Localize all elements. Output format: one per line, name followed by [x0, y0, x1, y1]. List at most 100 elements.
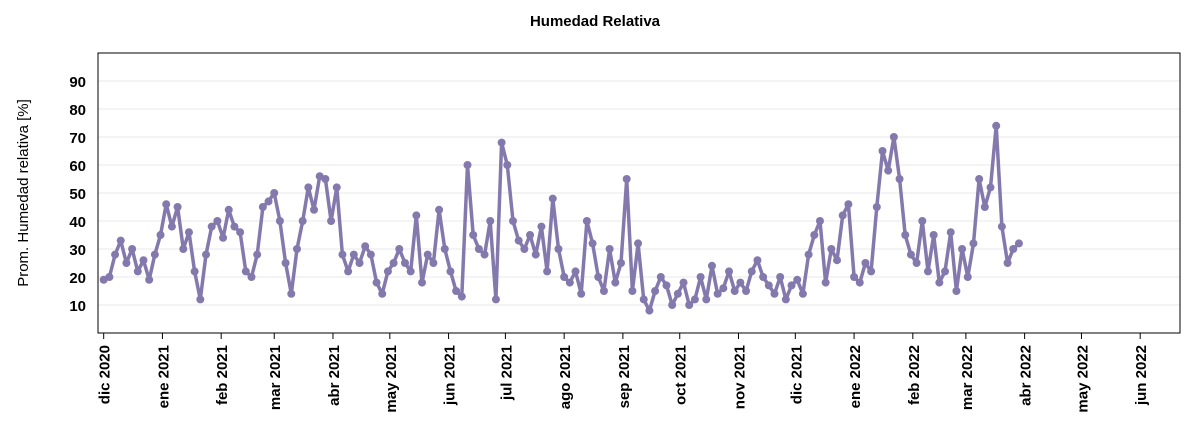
data-point — [912, 259, 921, 267]
data-point — [776, 273, 785, 281]
data-point — [332, 183, 341, 192]
x-tick-label: feb 2021 — [214, 345, 231, 405]
data-point — [190, 267, 199, 276]
data-point — [736, 278, 745, 287]
data-point — [514, 236, 523, 245]
data-point — [946, 228, 955, 237]
data-point — [355, 259, 364, 267]
data-point — [270, 189, 279, 197]
data-point — [747, 267, 756, 276]
data-point — [486, 217, 495, 225]
data-point — [855, 278, 864, 287]
data-point — [173, 203, 182, 211]
data-point — [281, 259, 290, 267]
data-point — [969, 239, 978, 248]
data-point — [344, 267, 353, 276]
data-point — [997, 222, 1006, 231]
data-point — [645, 306, 654, 315]
data-point — [850, 273, 859, 281]
data-point — [383, 267, 392, 276]
x-tick-label: jul 2021 — [498, 345, 515, 401]
x-tick-label: sep 2021 — [616, 345, 633, 408]
data-point — [992, 121, 1001, 130]
data-point — [241, 267, 250, 276]
data-point — [986, 183, 995, 192]
data-point — [844, 200, 853, 209]
data-point — [690, 295, 699, 304]
data-point — [571, 267, 580, 276]
data-point — [520, 245, 529, 253]
data-point — [662, 281, 671, 290]
x-tick-label: may 2021 — [383, 345, 400, 413]
data-point — [128, 245, 137, 253]
data-point — [287, 289, 296, 298]
data-point — [838, 211, 847, 220]
data-point — [901, 231, 910, 239]
data-point — [872, 203, 881, 211]
data-point — [685, 301, 694, 309]
data-point — [230, 222, 239, 231]
data-point — [412, 211, 421, 220]
data-point — [821, 278, 830, 287]
data-point — [543, 267, 552, 276]
data-point — [264, 197, 273, 206]
data-point — [213, 217, 222, 225]
data-point — [480, 250, 489, 259]
x-tick-label: abr 2022 — [1018, 345, 1035, 406]
data-point — [429, 259, 438, 267]
data-point — [150, 250, 159, 259]
data-point — [361, 242, 370, 251]
data-point — [122, 259, 131, 267]
plot-frame — [97, 52, 1181, 334]
data-point — [759, 273, 768, 281]
y-axis-label: Prom. Humedad relativa [%] — [15, 99, 32, 287]
data-point — [184, 228, 193, 237]
data-point — [628, 287, 637, 295]
data-point — [139, 256, 148, 265]
data-point — [929, 231, 938, 239]
data-point — [781, 295, 790, 304]
data-point — [531, 250, 540, 259]
data-point — [565, 278, 574, 287]
data-point — [656, 273, 665, 281]
data-point — [202, 250, 211, 259]
data-point — [247, 273, 256, 281]
data-point — [742, 287, 751, 295]
data-point — [827, 245, 836, 253]
data-point — [599, 287, 608, 295]
data-point — [162, 200, 171, 209]
data-point — [673, 289, 682, 298]
data-point — [560, 273, 569, 281]
data-point — [116, 236, 125, 245]
data-point — [537, 222, 546, 231]
data-point — [611, 278, 620, 287]
y-tick-label: 20 — [69, 270, 86, 287]
data-point — [679, 278, 688, 287]
data-point — [292, 245, 301, 253]
data-point — [338, 250, 347, 259]
data-point — [696, 273, 705, 281]
data-point — [713, 289, 722, 298]
data-point — [770, 289, 779, 298]
data-point — [196, 295, 205, 304]
data-point — [1014, 239, 1023, 248]
data-point — [884, 166, 893, 175]
x-tick-label: dic 2021 — [788, 345, 805, 404]
data-point — [787, 281, 796, 290]
data-point — [156, 231, 165, 239]
x-tick-label: dic 2020 — [97, 345, 114, 404]
data-point — [469, 231, 478, 239]
data-point — [753, 256, 762, 265]
data-point — [730, 287, 739, 295]
data-point — [440, 245, 449, 253]
y-tick-label: 50 — [69, 186, 86, 203]
data-point — [793, 275, 802, 284]
data-point — [133, 267, 142, 276]
data-point — [810, 231, 819, 239]
x-tick-label: nov 2021 — [731, 345, 748, 409]
data-point — [702, 295, 711, 304]
x-tick-label: ago 2021 — [557, 345, 574, 409]
data-point — [548, 194, 557, 203]
y-tick-label: 80 — [69, 102, 86, 119]
